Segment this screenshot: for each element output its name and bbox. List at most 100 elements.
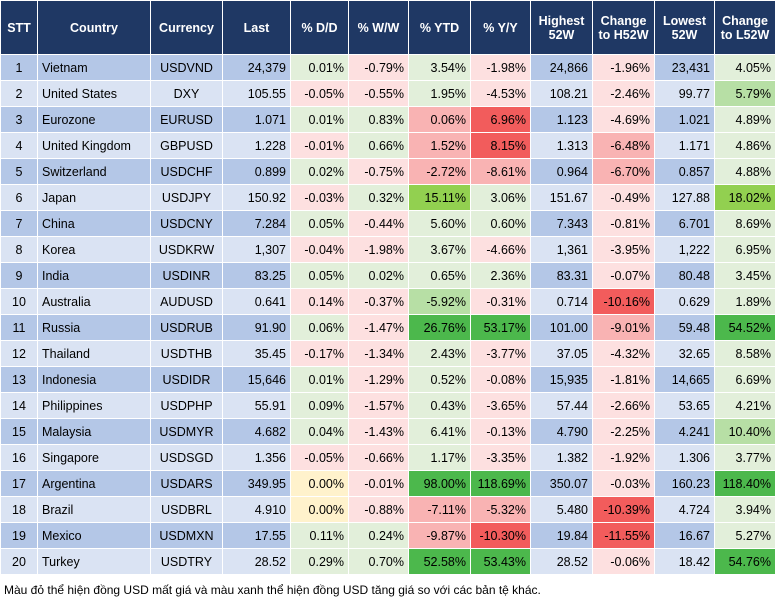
table-cell: 32.65 <box>654 340 715 367</box>
table-cell: USDBRL <box>150 496 223 523</box>
table-cell: 14,665 <box>654 366 715 393</box>
table-cell: USDRUB <box>150 314 223 341</box>
table-cell: 0.01% <box>290 106 349 133</box>
table-cell: USDIDR <box>150 366 223 393</box>
table-cell: -4.66% <box>470 236 531 263</box>
table-cell: USDTHB <box>150 340 223 367</box>
table-cell: 1.228 <box>222 132 291 159</box>
table-cell: 151.67 <box>530 184 593 211</box>
table-cell: 1.89% <box>714 288 776 315</box>
table-cell: 6.96% <box>470 106 531 133</box>
table-cell: -1.98% <box>348 236 409 263</box>
table-cell: 0.01% <box>290 54 349 81</box>
table-cell: -0.01% <box>348 470 409 497</box>
table-cell: Russia <box>37 314 151 341</box>
table-cell: -3.35% <box>470 444 531 471</box>
table-cell: -0.08% <box>470 366 531 393</box>
table-cell: 91.90 <box>222 314 291 341</box>
table-cell: 15,935 <box>530 366 593 393</box>
table-row: 11 Russia USDRUB 91.90 0.06% -1.47% 26.76% 53.1… <box>0 314 776 341</box>
table-cell: 83.31 <box>530 262 593 289</box>
table-cell: USDINR <box>150 262 223 289</box>
table-cell: -1.43% <box>348 418 409 445</box>
table-cell: 1.071 <box>222 106 291 133</box>
table-cell: 19 <box>0 522 38 549</box>
table-cell: Malaysia <box>37 418 151 445</box>
table-cell: 8.69% <box>714 210 776 237</box>
table-cell: -0.79% <box>348 54 409 81</box>
table-cell: Turkey <box>37 548 151 575</box>
table-cell: EURUSD <box>150 106 223 133</box>
table-cell: 1.95% <box>408 80 471 107</box>
table-cell: 5.60% <box>408 210 471 237</box>
table-cell: 3 <box>0 106 38 133</box>
table-cell: United Kingdom <box>37 132 151 159</box>
table-cell: 14 <box>0 392 38 419</box>
table-cell: 0.43% <box>408 392 471 419</box>
header-cell: % D/D <box>290 0 349 55</box>
table-cell: -1.57% <box>348 392 409 419</box>
table-cell: Singapore <box>37 444 151 471</box>
table-cell: China <box>37 210 151 237</box>
table-cell: -0.03% <box>592 470 655 497</box>
table-cell: -0.05% <box>290 80 349 107</box>
table-cell: -0.55% <box>348 80 409 107</box>
table-cell: India <box>37 262 151 289</box>
table-cell: 12 <box>0 340 38 367</box>
table-cell: -1.34% <box>348 340 409 367</box>
table-cell: -0.44% <box>348 210 409 237</box>
table-cell: 24,866 <box>530 54 593 81</box>
table-row: 10 Australia AUDUSD 0.641 0.14% -0.37% -5.92% -… <box>0 288 776 315</box>
table-cell: United States <box>37 80 151 107</box>
table-row: 14 Philippines USDPHP 55.91 0.09% -1.57% 0.43%… <box>0 392 776 419</box>
table-row: 2 United States DXY 105.55 -0.05% -0.55% 1.95%… <box>0 80 776 107</box>
table-cell: -10.16% <box>592 288 655 315</box>
table-cell: DXY <box>150 80 223 107</box>
table-cell: 160.23 <box>654 470 715 497</box>
table-cell: 6.41% <box>408 418 471 445</box>
table-cell: 26.76% <box>408 314 471 341</box>
table-cell: 4.21% <box>714 392 776 419</box>
table-cell: -11.55% <box>592 522 655 549</box>
table-cell: -1.29% <box>348 366 409 393</box>
table-cell: 1,307 <box>222 236 291 263</box>
table-cell: -0.06% <box>592 548 655 575</box>
table-cell: 1.313 <box>530 132 593 159</box>
table-cell: -7.11% <box>408 496 471 523</box>
table-cell: 1.382 <box>530 444 593 471</box>
table-cell: 7 <box>0 210 38 237</box>
table-cell: 1.306 <box>654 444 715 471</box>
table-cell: 0.05% <box>290 262 349 289</box>
table-cell: -0.37% <box>348 288 409 315</box>
table-cell: -0.07% <box>592 262 655 289</box>
table-cell: 19.84 <box>530 522 593 549</box>
table-cell: -1.96% <box>592 54 655 81</box>
table-cell: GBPUSD <box>150 132 223 159</box>
table-cell: 17 <box>0 470 38 497</box>
table-cell: 52.58% <box>408 548 471 575</box>
table-cell: 5 <box>0 158 38 185</box>
table-cell: Japan <box>37 184 151 211</box>
table-cell: 53.65 <box>654 392 715 419</box>
table-cell: 0.00% <box>290 470 349 497</box>
table-cell: USDVND <box>150 54 223 81</box>
table-cell: 54.52% <box>714 314 776 341</box>
table-cell: 105.55 <box>222 80 291 107</box>
table-cell: -2.72% <box>408 158 471 185</box>
table-cell: USDSGD <box>150 444 223 471</box>
table-cell: -0.88% <box>348 496 409 523</box>
table-cell: -0.04% <box>290 236 349 263</box>
table-cell: 7.284 <box>222 210 291 237</box>
table-cell: 1.17% <box>408 444 471 471</box>
table-cell: 0.60% <box>470 210 531 237</box>
table-cell: USDKRW <box>150 236 223 263</box>
table-cell: 0.29% <box>290 548 349 575</box>
table-cell: -0.31% <box>470 288 531 315</box>
table-cell: -0.13% <box>470 418 531 445</box>
table-cell: 108.21 <box>530 80 593 107</box>
table-cell: -4.69% <box>592 106 655 133</box>
table-cell: 4.89% <box>714 106 776 133</box>
table-cell: -3.77% <box>470 340 531 367</box>
header-cell: Currency <box>150 0 223 55</box>
